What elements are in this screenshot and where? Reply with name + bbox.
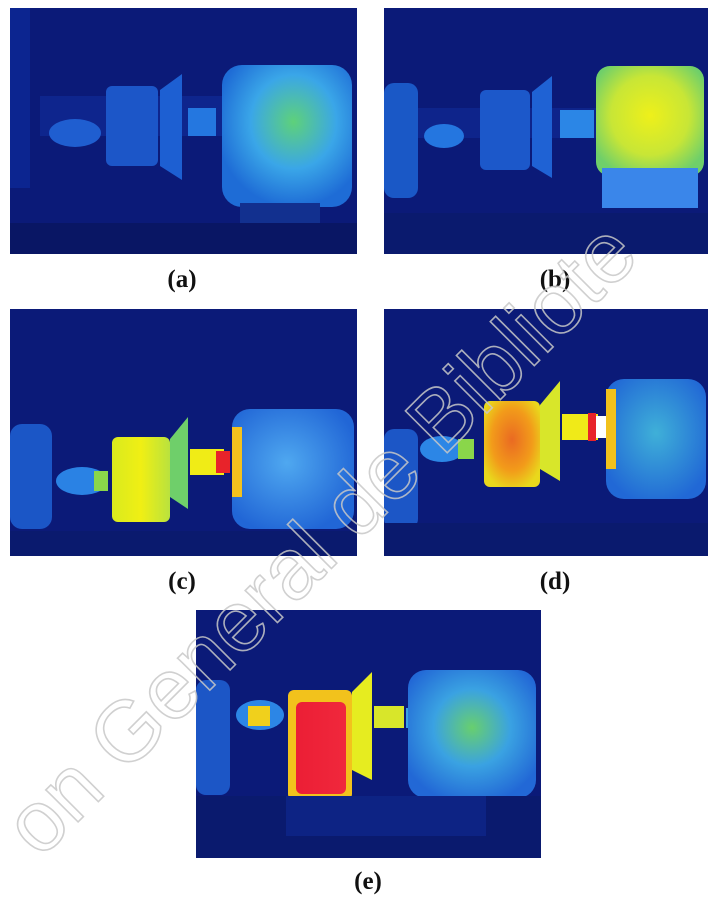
thermal-image-b [384,8,708,254]
thermal-image-a [10,8,357,254]
caption-b: (b) [539,266,571,293]
caption-a: (a) [167,266,197,293]
caption-d: (d) [539,568,571,595]
caption-e: (e) [354,868,382,895]
thermal-image-d [384,309,708,556]
caption-c: (c) [168,568,196,595]
thermal-image-c [10,309,357,556]
thermal-image-e [196,610,541,858]
